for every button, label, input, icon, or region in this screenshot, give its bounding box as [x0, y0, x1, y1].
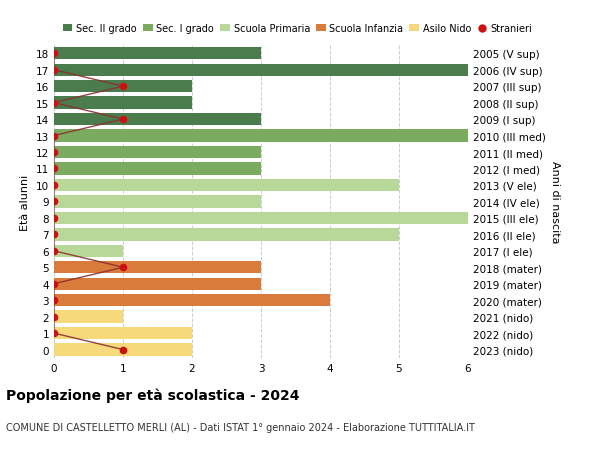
Bar — [54, 97, 192, 110]
Bar — [54, 294, 330, 307]
Bar — [54, 114, 261, 126]
Bar — [54, 311, 123, 323]
Bar — [54, 344, 192, 356]
Bar — [54, 196, 261, 208]
Bar — [54, 81, 192, 93]
Bar — [54, 130, 468, 142]
Bar — [54, 64, 468, 77]
Bar — [54, 212, 468, 224]
Bar — [54, 262, 261, 274]
Bar — [54, 179, 399, 192]
Bar — [54, 278, 261, 290]
Y-axis label: Anni di nascita: Anni di nascita — [550, 161, 560, 243]
Bar — [54, 229, 399, 241]
Y-axis label: Età alunni: Età alunni — [20, 174, 31, 230]
Bar — [54, 146, 261, 159]
Legend: Sec. II grado, Sec. I grado, Scuola Primaria, Scuola Infanzia, Asilo Nido, Stran: Sec. II grado, Sec. I grado, Scuola Prim… — [59, 20, 536, 38]
Bar — [54, 245, 123, 257]
Bar — [54, 163, 261, 175]
Text: COMUNE DI CASTELLETTO MERLI (AL) - Dati ISTAT 1° gennaio 2024 - Elaborazione TUT: COMUNE DI CASTELLETTO MERLI (AL) - Dati … — [6, 422, 475, 432]
Text: Popolazione per età scolastica - 2024: Popolazione per età scolastica - 2024 — [6, 388, 299, 403]
Bar — [54, 48, 261, 60]
Bar — [54, 327, 192, 340]
